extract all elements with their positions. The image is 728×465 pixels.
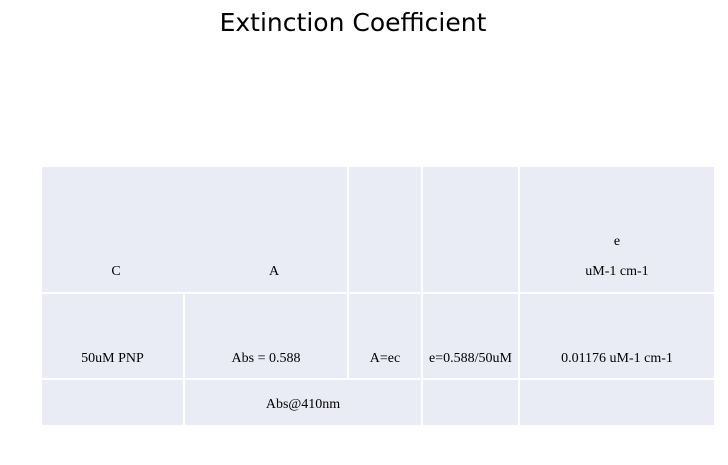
table-cell [185,294,347,378]
table-cell [423,167,518,292]
table-cell [42,380,183,425]
table-cell [42,294,183,378]
table-cell [520,167,714,292]
table-cell [349,294,421,378]
cell-text: A [268,264,280,279]
table-cell [423,294,518,378]
cell-text: 0.01176 uM-1 cm-1 [561,351,673,366]
table-cell [423,380,518,425]
cell-text: C [111,264,121,279]
cell-text: Abs@410nm [265,397,341,412]
cell-text: Abs = 0.588 [231,351,301,366]
table-cell [42,167,347,292]
cell-text: 50uM PNP [81,351,144,366]
cell-text: e=0.588/50uM [429,351,512,366]
table-cell [520,294,714,378]
slide-title: Extinction Coefficient [219,8,487,37]
table-cell [520,380,714,425]
cell-text: A=ec [369,351,401,366]
cell-text: uM-1 cm-1 [585,264,649,279]
table-cell [185,380,421,425]
cell-text: e [613,234,621,249]
table-cell [349,167,421,292]
